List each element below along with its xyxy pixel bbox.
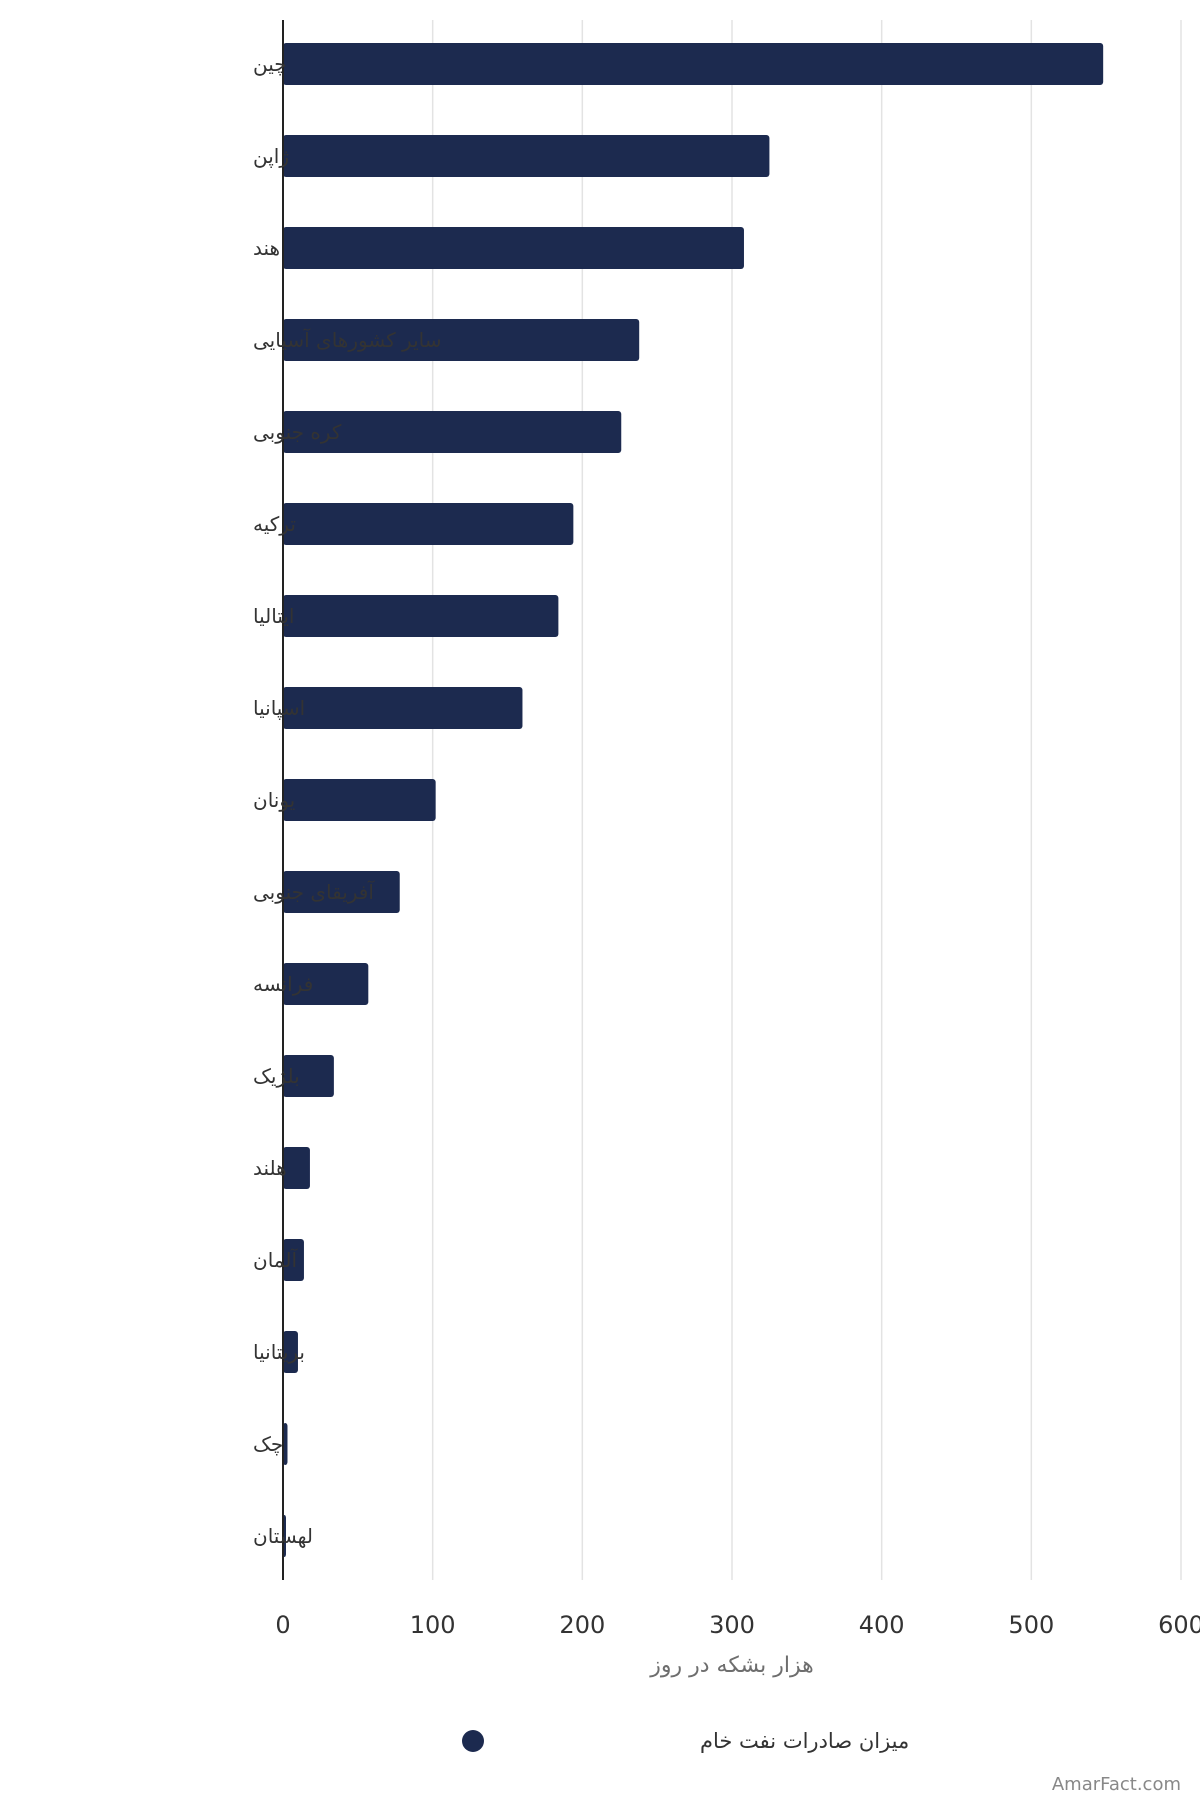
legend[interactable]: میزان صادرات نفت خام — [462, 1729, 909, 1753]
bar[interactable] — [283, 319, 640, 361]
category-label: ژاپن — [253, 144, 289, 169]
category-label: هلند — [253, 1156, 287, 1180]
category-label: یونان — [253, 788, 295, 812]
x-tick-label: 0 — [275, 1611, 290, 1639]
bar[interactable] — [283, 595, 559, 637]
category-label: فرانسه — [253, 972, 313, 996]
category-label: آلمان — [253, 1247, 298, 1272]
category-label: چین — [253, 52, 287, 76]
bar[interactable] — [283, 687, 523, 729]
category-label: چک — [253, 1432, 283, 1456]
category-label: هند — [253, 236, 280, 260]
gridlines — [431, 20, 1182, 1580]
bar[interactable] — [283, 1239, 304, 1281]
category-label: سایر کشورهای آسیایی — [253, 327, 442, 352]
bar[interactable] — [283, 503, 574, 545]
x-tick-label: 100 — [410, 1611, 456, 1639]
bar[interactable] — [283, 135, 770, 177]
bar[interactable] — [283, 1055, 334, 1097]
category-labels: چین ژاپن هند سایر کشورهای آسیایی کره جنوبی تر… — [253, 52, 442, 1548]
bar[interactable] — [283, 963, 369, 1005]
category-label: آفریقای جنوبی — [253, 879, 375, 904]
legend-marker — [462, 1730, 484, 1752]
bar[interactable] — [283, 411, 622, 453]
bar[interactable] — [283, 871, 400, 913]
category-label: لهستان — [253, 1524, 313, 1548]
category-label: کره جنوبی — [253, 420, 342, 444]
legend-label: میزان صادرات نفت خام — [700, 1729, 909, 1753]
bars — [283, 43, 1104, 1557]
bar[interactable] — [283, 43, 1104, 85]
x-tick-label: 600 — [1158, 1611, 1200, 1639]
bar[interactable] — [283, 227, 744, 269]
x-axis-title: هزار بشکه در روز — [649, 1653, 813, 1678]
bar[interactable] — [283, 779, 436, 821]
bar[interactable] — [283, 1331, 298, 1373]
category-label: ایتالیا — [253, 604, 294, 628]
x-tick-label: 300 — [709, 1611, 755, 1639]
bar[interactable] — [283, 1147, 310, 1189]
category-label: بریتانیا — [253, 1340, 305, 1364]
x-tick-labels: 0 100 200 300 400 500 600 — [275, 1611, 1200, 1639]
watermark: AmarFact.com — [1052, 1774, 1181, 1795]
category-label: اسپانیا — [253, 696, 305, 721]
x-tick-label: 500 — [1008, 1611, 1054, 1639]
x-tick-label: 200 — [559, 1611, 605, 1639]
bar[interactable] — [283, 1423, 288, 1465]
category-label: ترکیه — [253, 512, 296, 536]
category-label: بلژیک — [253, 1064, 300, 1088]
x-tick-label: 400 — [859, 1611, 905, 1639]
